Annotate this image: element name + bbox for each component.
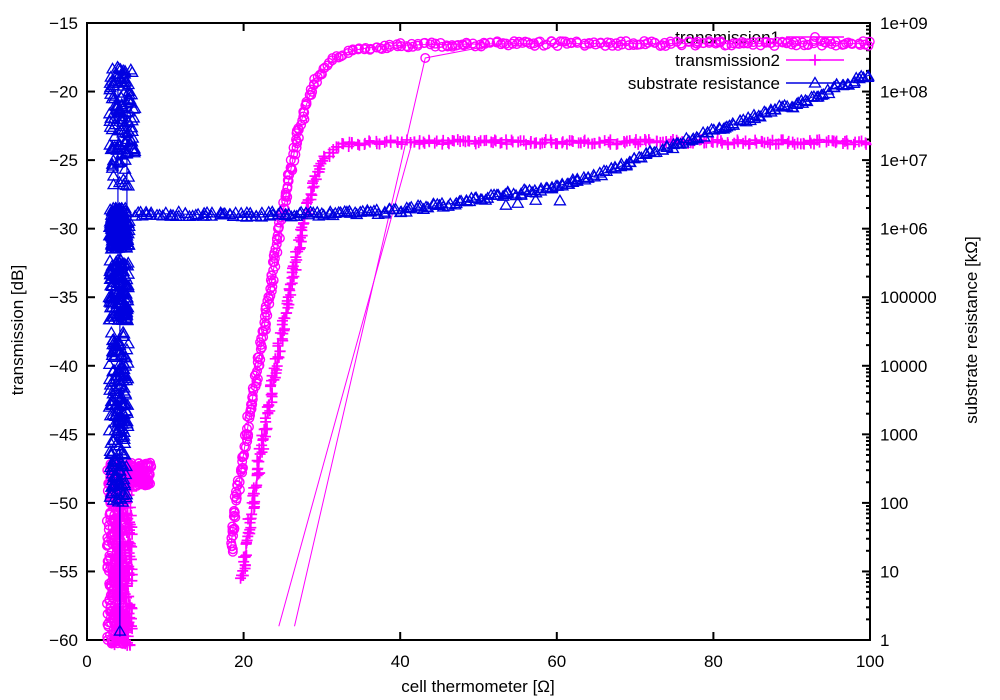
y-left-tick-label: −30 — [49, 220, 78, 239]
legend-label-transmission1: transmission1 — [675, 28, 780, 47]
y-axis-right-title: substrate resistance [kΩ] — [962, 236, 981, 424]
y-right-tick-label: 100000 — [880, 288, 937, 307]
y-right-tick-label: 10000 — [880, 357, 927, 376]
x-tick-label: 0 — [82, 652, 91, 671]
y-axis-left-title: transmission [dB] — [8, 264, 27, 396]
y-right-tick-label: 10 — [880, 562, 899, 581]
y-right-tick-label: 1e+08 — [880, 83, 928, 102]
x-tick-label: 100 — [856, 652, 884, 671]
y-left-tick-label: −40 — [49, 357, 78, 376]
axes: 0 20 40 60 80 100 −15 −20 −25 −30 −35 −40 −45 −50 −55 −… — [49, 14, 937, 671]
legend-samples — [786, 32, 844, 88]
y-right-tick-label: 1e+07 — [880, 151, 928, 170]
x-axis-title: cell thermometer [Ω] — [401, 677, 555, 696]
y-left-tick-label: −60 — [49, 631, 78, 650]
y-right-tick-label: 1e+06 — [880, 220, 928, 239]
y-right-tick-label: 1e+09 — [880, 14, 928, 33]
y-left-tick-label: −50 — [49, 494, 78, 513]
y-left-tick-label: −35 — [49, 288, 78, 307]
y-left-tick-label: −45 — [49, 425, 78, 444]
series-substrate-resistance — [102, 60, 875, 637]
y-right-tick-label: 1000 — [880, 425, 918, 444]
legend: transmission1 transmission2 substrate re… — [628, 26, 780, 95]
x-tick-label: 20 — [234, 652, 253, 671]
series-transmission1 — [101, 36, 875, 649]
x-tick-label: 60 — [547, 652, 566, 671]
legend-label-transmission2: transmission2 — [675, 51, 780, 70]
x-tick-label: 40 — [391, 652, 410, 671]
y-left-tick-label: −20 — [49, 83, 78, 102]
legend-label-substrate-resistance: substrate resistance — [627, 74, 780, 93]
y-right-tick-label: 100 — [880, 494, 908, 513]
x-tick-label: 80 — [704, 652, 723, 671]
y-left-tick-label: −25 — [49, 151, 78, 170]
y-left-tick-label: −55 — [49, 562, 78, 581]
y-right-tick-label: 1 — [880, 631, 889, 650]
series-transmission2 — [107, 134, 872, 651]
y-left-tick-label: −15 — [49, 14, 78, 33]
